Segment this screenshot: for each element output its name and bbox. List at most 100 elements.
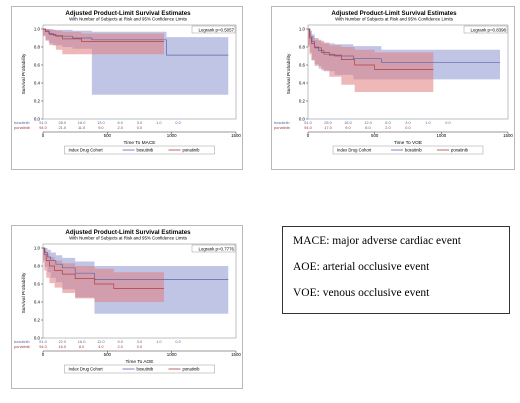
risk-count-ponatinib: 2.0 — [385, 125, 391, 130]
risk-count-bosutinib: 1.0 — [156, 339, 162, 344]
legend-box — [332, 145, 484, 155]
chart-subtitle: With Number of Subjects at Risk and 95% … — [69, 236, 188, 241]
risk-count-bosutinib: 22.0 — [59, 339, 67, 344]
risk-count-bosutinib: 51.0 — [39, 339, 47, 344]
legend-title: Index Drug Cohort — [337, 148, 372, 153]
risk-count-bosutinib: 12.0 — [97, 339, 105, 344]
risk-count-ponatinib: 94.0 — [304, 125, 312, 130]
survival-line-ponatinib — [308, 28, 434, 70]
risk-count-ponatinib: 0.0 — [137, 125, 143, 130]
risk-row-label-bosutinib: bosutinib — [14, 120, 30, 125]
x-tick-label: 1000 — [436, 133, 446, 138]
chart-title: Adjusted Product-Limit Survival Estimate… — [65, 10, 191, 17]
legend-label-bosutinib: bosutinib — [405, 148, 422, 153]
x-tick-label: 1500 — [231, 133, 241, 138]
chart-title: Adjusted Product-Limit Survival Estimate… — [331, 10, 457, 17]
risk-count-ponatinib: 21.0 — [59, 125, 67, 130]
y-tick-label: 0.0 — [34, 336, 41, 341]
y-tick-label: 0.6 — [34, 282, 41, 287]
risk-count-bosutinib: 0.0 — [175, 339, 181, 344]
risk-count-bosutinib: 0.0 — [445, 120, 451, 125]
legend-label-ponatinib: ponatinib — [451, 148, 469, 153]
abbreviation-legend-box: MACE: major adverse cardiac event AOE: a… — [282, 226, 510, 314]
y-tick-label: 0.0 — [34, 117, 41, 122]
km-chart-mace: Adjusted Product-Limit Survival Estimate… — [14, 10, 241, 155]
risk-count-bosutinib: 25.0 — [324, 120, 332, 125]
risk-count-bosutinib: 3.0 — [137, 120, 143, 125]
y-tick-label: 0.4 — [299, 81, 306, 86]
legend-title: Index Drug Cohort — [69, 148, 104, 153]
km-panel-aoe: Adjusted Product-Limit Survival Estimate… — [11, 225, 243, 389]
x-tick-label: 0 — [42, 352, 45, 357]
risk-count-bosutinib: 28.0 — [59, 120, 67, 125]
x-tick-label: 1500 — [231, 352, 241, 357]
x-axis-label: Time To AOE — [126, 359, 154, 365]
legend-label-ponatinib: ponatinib — [183, 367, 201, 372]
risk-row-label-ponatinib: ponatinib — [14, 125, 30, 130]
risk-count-ponatinib: 9.0 — [98, 125, 104, 130]
definition-mace: MACE: major adverse cardiac event — [293, 235, 461, 247]
logrank-box — [191, 25, 236, 34]
chart-subtitle: With Number of Subjects at Risk and 95% … — [69, 17, 188, 22]
risk-count-ponatinib: 2.0 — [117, 125, 123, 130]
y-tick-label: 0.6 — [299, 63, 306, 68]
y-tick-label: 0.8 — [299, 45, 306, 50]
logrank-label: Logrank p=0.7776 — [198, 246, 234, 251]
risk-count-bosutinib: 16.0 — [78, 339, 86, 344]
risk-count-bosutinib: 1.0 — [425, 120, 431, 125]
definition-voe: VOE: venous occlusive event — [293, 287, 430, 299]
y-tick-label: 0.2 — [34, 318, 41, 323]
risk-count-ponatinib: 6.0 — [365, 125, 371, 130]
logrank-label: Logrank p=0.5057 — [198, 27, 234, 32]
risk-count-bosutinib: 16.0 — [78, 120, 86, 125]
survival-line-bosutinib — [308, 28, 500, 63]
risk-row-label-ponatinib: ponatinib — [274, 125, 290, 130]
x-tick-label: 1500 — [503, 133, 513, 138]
x-tick-label: 0 — [307, 133, 310, 138]
risk-count-ponatinib: 9.0 — [345, 125, 351, 130]
risk-count-bosutinib: 6.0 — [117, 120, 123, 125]
y-tick-label: 0.4 — [34, 81, 41, 86]
y-tick-label: 0.6 — [34, 63, 41, 68]
legend-box — [64, 364, 215, 374]
legend-box — [64, 145, 215, 155]
km-chart-aoe: Adjusted Product-Limit Survival Estimate… — [14, 229, 241, 374]
y-axis-label: Survival Probability — [21, 272, 27, 313]
y-tick-label: 0.4 — [34, 300, 41, 305]
x-tick-label: 1000 — [167, 133, 177, 138]
risk-row-label-bosutinib: bosutinib — [274, 120, 290, 125]
km-chart-voe: Adjusted Product-Limit Survival Estimate… — [274, 10, 513, 155]
km-panel-voe: Adjusted Product-Limit Survival Estimate… — [271, 6, 515, 170]
risk-count-ponatinib: 16.0 — [59, 344, 67, 349]
y-tick-label: 0.2 — [299, 99, 306, 104]
risk-count-ponatinib: 94.0 — [39, 344, 47, 349]
risk-count-bosutinib: 0.0 — [175, 120, 181, 125]
survival-line-ponatinib — [43, 28, 164, 42]
y-tick-label: 0.2 — [34, 99, 41, 104]
risk-count-ponatinib: 11.0 — [78, 125, 86, 130]
logrank-box — [463, 25, 508, 34]
risk-count-bosutinib: 16.0 — [344, 120, 352, 125]
y-tick-label: 0.0 — [299, 117, 306, 122]
legend-label-ponatinib: ponatinib — [183, 148, 201, 153]
risk-count-ponatinib: 4.0 — [98, 344, 104, 349]
x-tick-label: 0 — [42, 133, 45, 138]
logrank-box — [191, 244, 236, 253]
risk-count-ponatinib: 0.0 — [137, 344, 143, 349]
survival-line-bosutinib — [43, 247, 229, 280]
x-axis-label: Time To VOE — [394, 140, 422, 146]
risk-count-bosutinib: 12.0 — [364, 120, 372, 125]
legend-title: Index Drug Cohort — [69, 367, 104, 372]
x-tick-label: 500 — [104, 352, 112, 357]
risk-count-bosutinib: 51.0 — [304, 120, 312, 125]
survival-line-bosutinib — [43, 28, 229, 56]
x-tick-label: 500 — [371, 133, 379, 138]
logrank-label: Logrank p=0.8398 — [470, 27, 506, 32]
y-tick-label: 0.8 — [34, 264, 41, 269]
risk-count-bosutinib: 51.0 — [39, 120, 47, 125]
chart-title: Adjusted Product-Limit Survival Estimate… — [65, 229, 191, 236]
risk-count-ponatinib: 0.0 — [405, 125, 411, 130]
x-tick-label: 500 — [104, 133, 112, 138]
risk-count-bosutinib: 1.0 — [156, 120, 162, 125]
risk-row-label-bosutinib: bosutinib — [14, 339, 30, 344]
